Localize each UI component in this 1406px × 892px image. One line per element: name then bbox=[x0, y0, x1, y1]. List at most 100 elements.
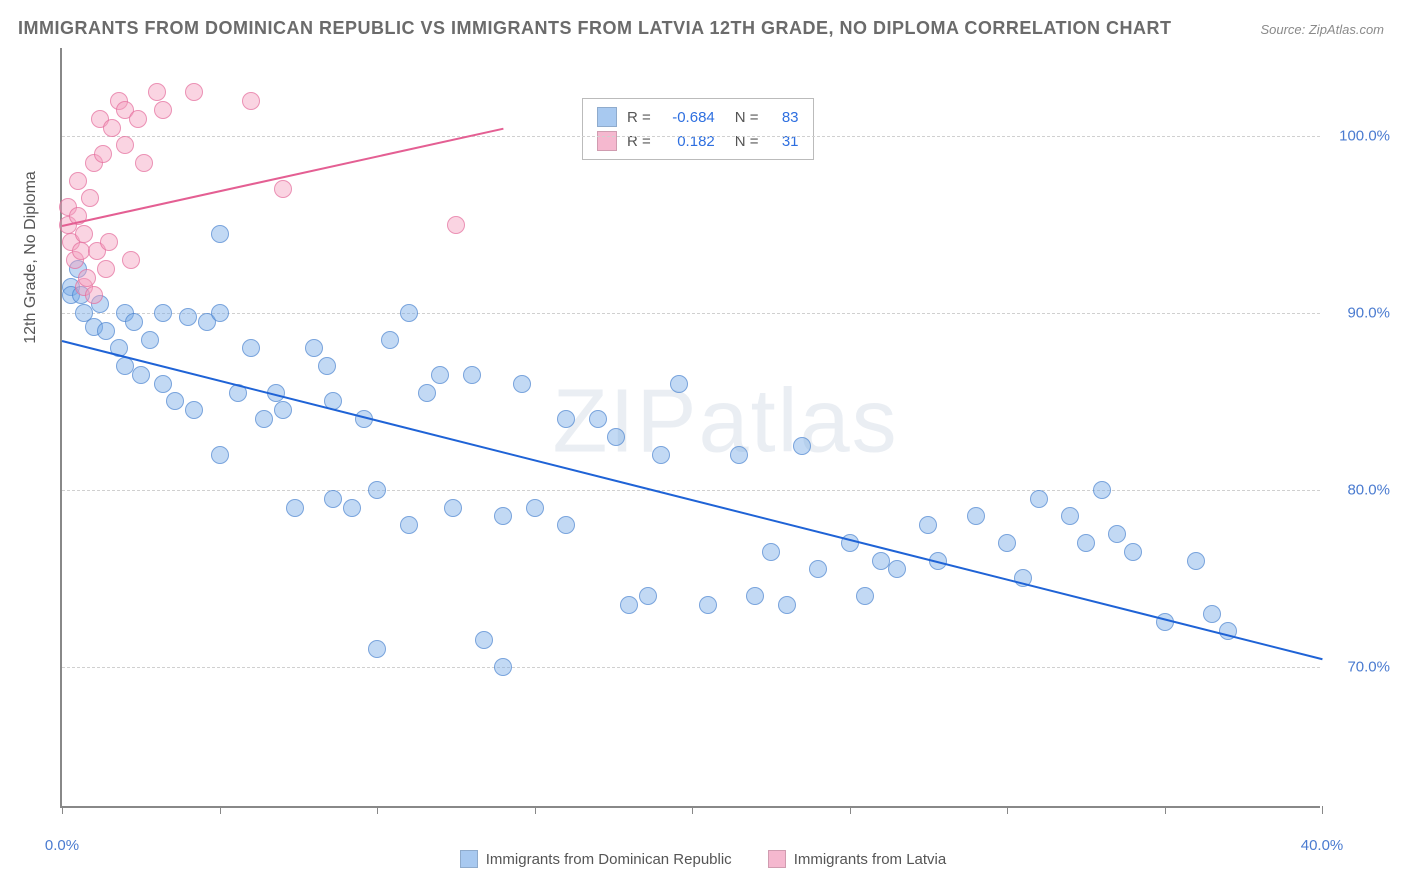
data-point bbox=[526, 499, 544, 517]
series-legend: Immigrants from Dominican Republic Immigr… bbox=[0, 850, 1406, 872]
chart-plot-area: ZIPatlas R =-0.684N =83R =0.182N =31 70.… bbox=[60, 48, 1320, 808]
data-point bbox=[513, 375, 531, 393]
data-point bbox=[69, 172, 87, 190]
legend-swatch bbox=[597, 131, 617, 151]
gridline bbox=[62, 313, 1320, 314]
chart-title: IMMIGRANTS FROM DOMINICAN REPUBLIC VS IM… bbox=[18, 18, 1171, 39]
data-point bbox=[211, 304, 229, 322]
data-point bbox=[368, 481, 386, 499]
data-point bbox=[1203, 605, 1221, 623]
legend-stat-row: R = -0.684 N = 83 bbox=[597, 105, 799, 129]
legend-swatch bbox=[768, 850, 786, 868]
data-point bbox=[652, 446, 670, 464]
data-point bbox=[132, 366, 150, 384]
data-point bbox=[699, 596, 717, 614]
data-point bbox=[1108, 525, 1126, 543]
data-point bbox=[431, 366, 449, 384]
data-point bbox=[125, 313, 143, 331]
data-point bbox=[242, 92, 260, 110]
data-point bbox=[1124, 543, 1142, 561]
data-point bbox=[639, 587, 657, 605]
data-point bbox=[100, 233, 118, 251]
legend-series-label: Immigrants from Dominican Republic bbox=[486, 851, 732, 868]
trend-line bbox=[62, 340, 1322, 660]
x-tick bbox=[62, 806, 63, 814]
data-point bbox=[75, 225, 93, 243]
data-point bbox=[730, 446, 748, 464]
legend-swatch bbox=[597, 107, 617, 127]
data-point bbox=[856, 587, 874, 605]
legend-series-item: Immigrants from Latvia bbox=[768, 850, 947, 868]
data-point bbox=[94, 145, 112, 163]
data-point bbox=[793, 437, 811, 455]
data-point bbox=[97, 260, 115, 278]
legend-r-label: R = bbox=[627, 109, 651, 126]
y-tick-label: 70.0% bbox=[1330, 658, 1390, 675]
data-point bbox=[1187, 552, 1205, 570]
legend-series-label: Immigrants from Latvia bbox=[794, 851, 947, 868]
data-point bbox=[318, 357, 336, 375]
data-point bbox=[444, 499, 462, 517]
data-point bbox=[324, 490, 342, 508]
data-point bbox=[400, 304, 418, 322]
data-point bbox=[211, 446, 229, 464]
data-point bbox=[1030, 490, 1048, 508]
data-point bbox=[242, 339, 260, 357]
data-point bbox=[809, 560, 827, 578]
data-point bbox=[494, 507, 512, 525]
data-point bbox=[286, 499, 304, 517]
data-point bbox=[381, 331, 399, 349]
data-point bbox=[589, 410, 607, 428]
legend-stat-row: R =0.182N =31 bbox=[597, 129, 799, 153]
data-point bbox=[97, 322, 115, 340]
data-point bbox=[447, 216, 465, 234]
y-axis-label: 12th Grade, No Diploma bbox=[22, 171, 40, 344]
legend-r-label: R = bbox=[627, 133, 651, 150]
data-point bbox=[620, 596, 638, 614]
x-tick bbox=[377, 806, 378, 814]
data-point bbox=[778, 596, 796, 614]
data-point bbox=[274, 180, 292, 198]
data-point bbox=[274, 401, 292, 419]
data-point bbox=[475, 631, 493, 649]
data-point bbox=[762, 543, 780, 561]
legend-n-value: 31 bbox=[769, 133, 799, 150]
data-point bbox=[463, 366, 481, 384]
x-tick bbox=[1165, 806, 1166, 814]
data-point bbox=[103, 119, 121, 137]
data-point bbox=[1093, 481, 1111, 499]
legend-n-label: N = bbox=[735, 109, 759, 126]
data-point bbox=[135, 154, 153, 172]
data-point bbox=[343, 499, 361, 517]
data-point bbox=[141, 331, 159, 349]
data-point bbox=[400, 516, 418, 534]
data-point bbox=[85, 286, 103, 304]
legend-n-value: 83 bbox=[769, 109, 799, 126]
data-point bbox=[116, 136, 134, 154]
data-point bbox=[1077, 534, 1095, 552]
data-point bbox=[179, 308, 197, 326]
legend-series-item: Immigrants from Dominican Republic bbox=[460, 850, 732, 868]
gridline bbox=[62, 667, 1320, 668]
x-tick bbox=[220, 806, 221, 814]
data-point bbox=[255, 410, 273, 428]
data-point bbox=[998, 534, 1016, 552]
y-tick-label: 100.0% bbox=[1330, 128, 1390, 145]
data-point bbox=[305, 339, 323, 357]
x-tick bbox=[535, 806, 536, 814]
data-point bbox=[122, 251, 140, 269]
data-point bbox=[211, 225, 229, 243]
legend-r-value: -0.684 bbox=[661, 109, 715, 126]
data-point bbox=[368, 640, 386, 658]
x-tick bbox=[1007, 806, 1008, 814]
x-tick bbox=[1322, 806, 1323, 814]
y-tick-label: 90.0% bbox=[1330, 305, 1390, 322]
data-point bbox=[129, 110, 147, 128]
gridline bbox=[62, 490, 1320, 491]
data-point bbox=[148, 83, 166, 101]
y-tick-label: 80.0% bbox=[1330, 481, 1390, 498]
data-point bbox=[746, 587, 764, 605]
data-point bbox=[607, 428, 625, 446]
x-tick bbox=[692, 806, 693, 814]
data-point bbox=[185, 83, 203, 101]
